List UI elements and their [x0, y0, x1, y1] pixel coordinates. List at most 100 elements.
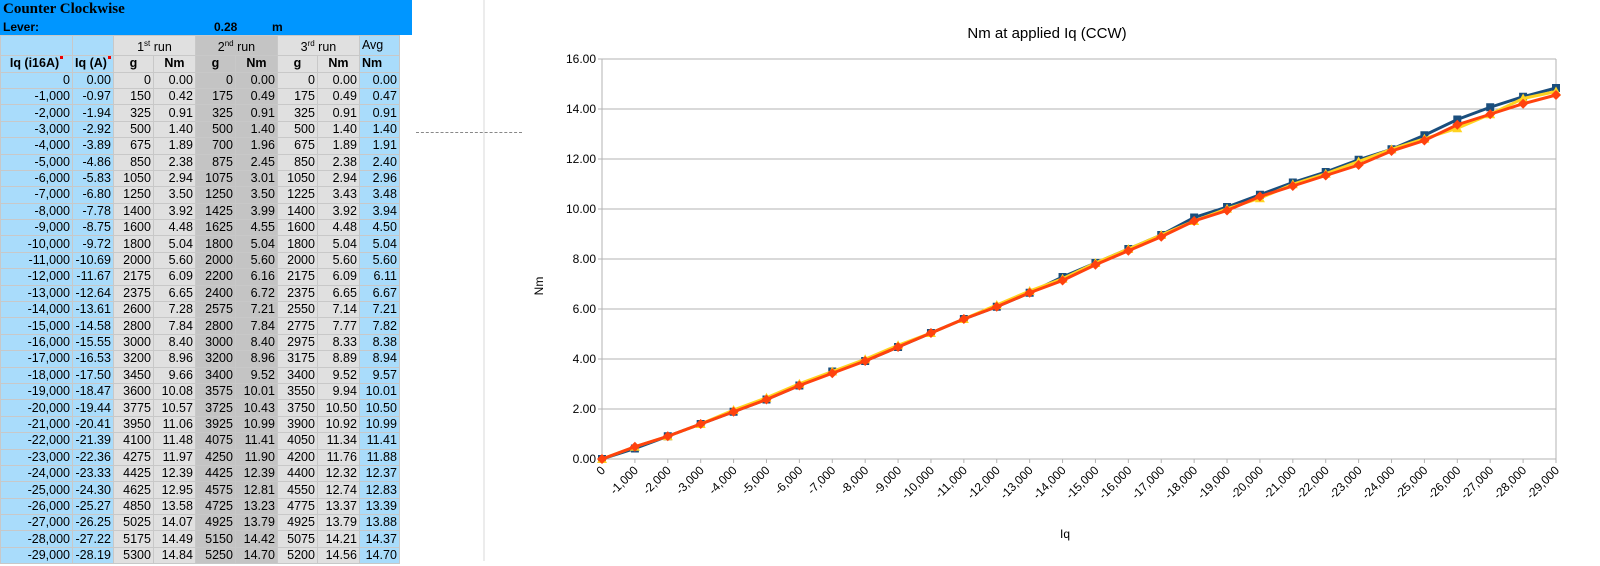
table-cell[interactable]: 0.91 [358, 104, 400, 122]
table-cell[interactable]: 4575 [194, 481, 236, 499]
table-cell[interactable]: 5.04 [316, 235, 360, 253]
table-cell[interactable]: 1425 [194, 202, 236, 221]
table-cell[interactable]: -12.64 [72, 284, 114, 303]
table-cell[interactable]: 4925 [276, 514, 318, 532]
table-cell[interactable]: -1.94 [72, 104, 114, 122]
table-cell[interactable]: -26,000 [0, 497, 73, 516]
table-cell[interactable]: 5.60 [234, 251, 278, 270]
table-cell[interactable]: 4.48 [152, 219, 196, 237]
table-cell[interactable]: 6.09 [152, 268, 196, 286]
table-cell[interactable]: 2400 [194, 284, 236, 303]
table-cell[interactable]: 5025 [112, 514, 154, 532]
table-cell[interactable]: 10.57 [152, 399, 196, 417]
table-cell[interactable]: -2.92 [72, 120, 114, 139]
table-cell[interactable]: 7.77 [316, 317, 360, 335]
table-cell[interactable]: -9.72 [72, 235, 114, 253]
table-cell[interactable]: 5075 [276, 530, 318, 548]
table-cell[interactable]: 4725 [194, 497, 236, 516]
table-cell[interactable]: 11.06 [152, 415, 196, 434]
table-cell[interactable]: 10.92 [316, 415, 360, 434]
table-cell[interactable]: 10.99 [234, 415, 278, 434]
table-cell[interactable]: 5.60 [316, 251, 360, 270]
table-cell[interactable]: 2000 [194, 251, 236, 270]
table-cell[interactable]: -27,000 [0, 514, 73, 532]
table-cell[interactable]: 4075 [194, 432, 236, 450]
table-cell[interactable]: 14.70 [234, 546, 278, 565]
table-cell[interactable]: 5175 [112, 530, 154, 548]
table-cell[interactable]: 175 [194, 87, 236, 106]
table-cell[interactable]: 3400 [276, 366, 318, 384]
table-cell[interactable]: -10.69 [72, 251, 114, 270]
table-cell[interactable]: 12.39 [234, 464, 278, 483]
table-cell[interactable]: -15.55 [72, 333, 114, 352]
table-cell[interactable]: -18,000 [0, 366, 73, 384]
table-cell[interactable]: 13.58 [152, 497, 196, 516]
table-cell[interactable]: -23.33 [72, 464, 114, 483]
table-cell[interactable]: -8,000 [0, 202, 73, 221]
table-cell[interactable]: 3.50 [234, 186, 278, 204]
table-cell[interactable]: -18.47 [72, 382, 114, 401]
table-cell[interactable]: -28,000 [0, 530, 73, 548]
table-cell[interactable]: 3.48 [358, 186, 400, 204]
table-cell[interactable]: 3.01 [234, 169, 278, 188]
chart-area[interactable]: Nm at applied Iq (CCW) Nm Iq 0.00 2.00 4.0… [522, 0, 1600, 561]
table-cell[interactable]: 700 [194, 137, 236, 155]
table-cell[interactable]: 1800 [276, 235, 318, 253]
table-cell[interactable]: 2.40 [358, 153, 400, 171]
table-cell[interactable]: 500 [112, 120, 154, 139]
table-cell[interactable]: 1050 [276, 169, 318, 188]
table-cell[interactable]: 4550 [276, 481, 318, 499]
table-cell[interactable]: 0 [0, 71, 73, 89]
table-cell[interactable]: 3550 [276, 382, 318, 401]
table-cell[interactable]: -25.27 [72, 497, 114, 516]
col-header-iq-a[interactable]: Iq (A) [72, 55, 114, 73]
table-cell[interactable]: -10,000 [0, 235, 73, 253]
table-cell[interactable]: -5,000 [0, 153, 73, 171]
table-cell[interactable]: 1075 [194, 169, 236, 188]
table-cell[interactable]: 12.39 [152, 464, 196, 483]
table-cell[interactable]: 10.99 [358, 415, 400, 434]
table-cell[interactable]: 0 [276, 71, 318, 89]
table-cell[interactable]: -14,000 [0, 301, 73, 319]
table-cell[interactable]: 2.38 [316, 153, 360, 171]
table-cell[interactable]: 7.82 [358, 317, 400, 335]
table-cell[interactable]: 1.89 [152, 137, 196, 155]
table-cell[interactable]: 3750 [276, 399, 318, 417]
table-cell[interactable]: 4625 [112, 481, 154, 499]
table-cell[interactable]: -16,000 [0, 333, 73, 352]
table-cell[interactable]: 0 [194, 71, 236, 89]
table-cell[interactable]: 875 [194, 153, 236, 171]
table-cell[interactable]: 11.76 [316, 448, 360, 466]
table-cell[interactable]: -24.30 [72, 481, 114, 499]
table-cell[interactable]: 1250 [194, 186, 236, 204]
table-cell[interactable]: 175 [276, 87, 318, 106]
table-cell[interactable]: 0.42 [152, 87, 196, 106]
table-cell[interactable]: -13.61 [72, 301, 114, 319]
table-cell[interactable]: 2.94 [152, 169, 196, 188]
table-cell[interactable]: 5.60 [152, 251, 196, 270]
table-cell[interactable]: 3900 [276, 415, 318, 434]
table-cell[interactable]: -24,000 [0, 464, 73, 483]
table-cell[interactable]: 675 [112, 137, 154, 155]
table-cell[interactable]: 3725 [194, 399, 236, 417]
table-cell[interactable]: 0 [112, 71, 154, 89]
table-cell[interactable]: 4250 [194, 448, 236, 466]
table-cell[interactable]: 11.90 [234, 448, 278, 466]
table-cell[interactable]: 850 [112, 153, 154, 171]
table-cell[interactable]: 1.91 [358, 137, 400, 155]
table-cell[interactable]: 4200 [276, 448, 318, 466]
table-cell[interactable]: -3.89 [72, 137, 114, 155]
table-cell[interactable]: 1.40 [316, 120, 360, 139]
table-cell[interactable]: 5250 [194, 546, 236, 565]
table-cell[interactable]: 7.21 [358, 301, 400, 319]
table-cell[interactable]: 12.95 [152, 481, 196, 499]
table-cell[interactable]: 13.37 [316, 497, 360, 516]
table-cell[interactable]: 14.42 [234, 530, 278, 548]
table-cell[interactable]: 0.91 [316, 104, 360, 122]
table-cell[interactable]: 11.41 [358, 432, 400, 450]
table-cell[interactable]: 5.04 [152, 235, 196, 253]
table-cell[interactable]: 3.99 [234, 202, 278, 221]
table-cell[interactable]: 3.94 [358, 202, 400, 221]
table-cell[interactable]: -19.44 [72, 399, 114, 417]
table-cell[interactable]: 150 [112, 87, 154, 106]
